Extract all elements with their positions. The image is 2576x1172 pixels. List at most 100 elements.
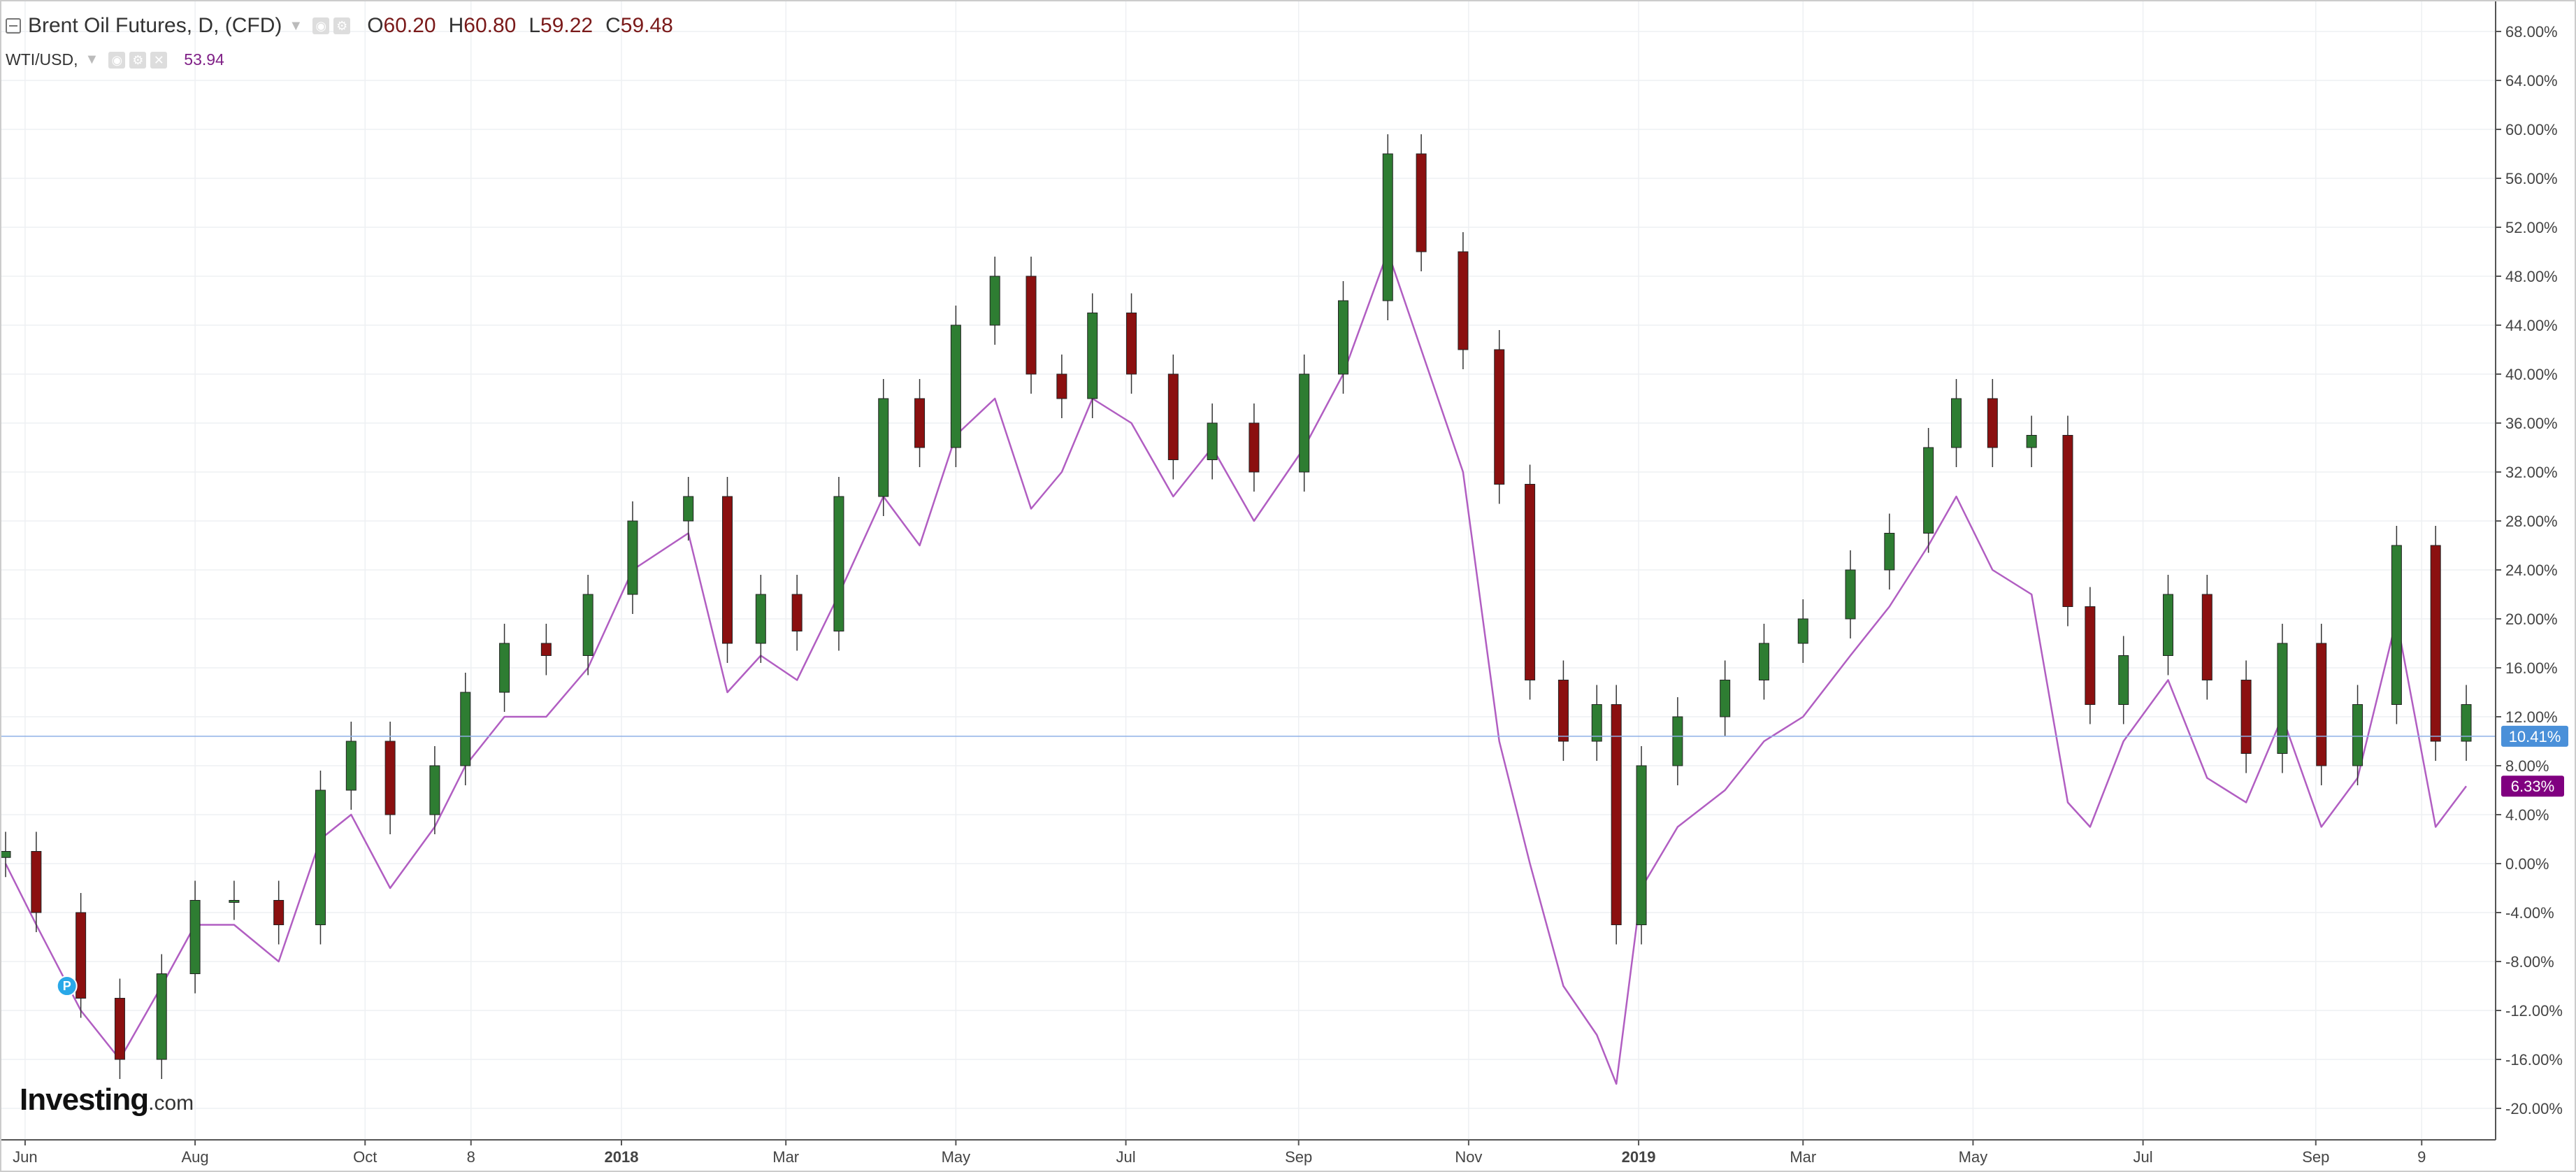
brent-candle [1797, 599, 1808, 663]
y-tick-label: 56.00% [2505, 170, 2558, 187]
main-symbol-title[interactable]: Brent Oil Futures, D, (CFD) [28, 14, 282, 37]
candle-body-up [460, 692, 471, 766]
brent-candle [1416, 134, 1427, 271]
brent-candle [1458, 232, 1469, 369]
candle-body-up [2162, 594, 2173, 656]
candle-body-up [315, 789, 326, 925]
candle-body-down [2085, 606, 2096, 705]
candle-body-up [755, 594, 766, 644]
x-tick-label: Nov [1455, 1148, 1482, 1166]
candle-body-down [540, 643, 552, 656]
candle-body-down [1026, 276, 1037, 375]
candle-body-up [627, 520, 638, 595]
x-tick-label: Aug [182, 1148, 209, 1166]
brent-candle [833, 477, 844, 651]
brent-candle [1026, 257, 1037, 394]
high-key: H [448, 14, 464, 37]
settings-icon[interactable]: ⚙ [129, 51, 147, 69]
candle-body-up [429, 765, 440, 815]
wti-badge-bg [2501, 776, 2564, 797]
grid-lines [0, 0, 2496, 1140]
brent-candle [2085, 587, 2096, 724]
x-tick-label: May [1959, 1148, 1988, 1166]
candle-body-up [1299, 373, 1310, 473]
x-axis-ticks: Jun Aug Oct 8 2018 Mar May Jul Sep Nov 2019 Mar May J… [13, 1140, 2426, 1166]
brent-candle [31, 831, 42, 932]
candle-body-up [1591, 704, 1602, 742]
x-tick-label: Mar [1790, 1148, 1816, 1166]
last-value-badges: 10.41% 6.33% [2501, 725, 2568, 797]
compare-symbol-title[interactable]: WTI/USD, [6, 50, 78, 69]
candle-body-up [345, 741, 357, 791]
candle-body-up [156, 973, 167, 1060]
y-tick-label: 64.00% [2505, 72, 2558, 90]
brent-candle [189, 880, 201, 994]
candle-body-down [1494, 349, 1505, 485]
x-tick-label: Jul [2134, 1148, 2153, 1166]
brent-candle [540, 624, 552, 676]
y-tick-label: 32.00% [2505, 464, 2558, 481]
close-icon[interactable]: ✕ [150, 51, 168, 69]
brent-candle [1923, 428, 1934, 553]
dropdown-arrow-icon[interactable]: ▼ [85, 52, 99, 67]
candle-body-up [1758, 643, 1769, 680]
brent-candle [2240, 660, 2252, 773]
brent-candle [75, 893, 87, 1018]
brent-candle [1382, 134, 1393, 320]
brent-candle [273, 880, 285, 945]
y-tick-label: -8.00% [2505, 953, 2554, 971]
brent-candle [2162, 575, 2173, 676]
brent-candle [1056, 355, 1067, 418]
event-marker-circle[interactable] [56, 976, 78, 996]
logo-suffix: .com [148, 1092, 194, 1115]
dropdown-arrow-icon[interactable]: ▼ [289, 17, 303, 34]
brent-candle [1249, 403, 1260, 492]
y-tick-label: 28.00% [2505, 513, 2558, 530]
x-tick-label: 8 [467, 1148, 475, 1166]
eye-icon[interactable]: ◉ [312, 17, 330, 34]
candle-body-down [1249, 422, 1260, 473]
y-tick-label: 24.00% [2505, 562, 2558, 579]
candle-body-up [1951, 398, 1962, 448]
open-value: 60.20 [383, 14, 436, 37]
y-tick-label: 60.00% [2505, 121, 2558, 138]
candle-body-up [189, 900, 201, 974]
brent-candle [1845, 550, 1856, 638]
settings-icon[interactable]: ⚙ [333, 17, 351, 34]
compare-value: 53.94 [184, 50, 224, 69]
eye-icon[interactable]: ◉ [108, 51, 126, 69]
event-marker[interactable]: P [56, 976, 78, 996]
y-tick-label: 52.00% [2505, 219, 2558, 236]
collapse-icon[interactable] [6, 18, 21, 34]
price-axis-bg [2496, 0, 2576, 1172]
candle-body-up [499, 643, 510, 693]
logo-main: Investing [20, 1082, 149, 1117]
candle-body-up [1845, 569, 1856, 620]
x-tick-label: Sep [1285, 1148, 1312, 1166]
open-key: O [367, 14, 384, 37]
y-tick-label: 36.00% [2505, 415, 2558, 432]
close-key: C [605, 14, 621, 37]
y-tick-label: -16.00% [2505, 1051, 2563, 1069]
candle-body-down [914, 398, 926, 448]
brent-candle [791, 575, 803, 651]
candle-body-up [1923, 447, 1934, 534]
candle-body-up [878, 398, 889, 497]
candle-body-down [1458, 251, 1469, 350]
brent-candle [2062, 415, 2073, 627]
brent-candle [1167, 355, 1179, 480]
candle-body-up [2461, 704, 2472, 742]
x-tick-label: Jul [1116, 1148, 1135, 1166]
candle-body-down [2201, 594, 2212, 680]
low-key: L [528, 14, 541, 37]
brent-candle [1611, 685, 1622, 945]
main-series-legend: Brent Oil Futures, D, (CFD) ▼ ◉ ⚙ O 60.20… [6, 14, 673, 38]
candle-body-up [0, 851, 11, 858]
investing-logo: Investing.com [20, 1082, 194, 1117]
candle-body-down [1611, 704, 1622, 925]
x-tick-label: Jun [13, 1148, 37, 1166]
brent-candle [2026, 415, 2037, 467]
candle-body-down [75, 912, 87, 999]
